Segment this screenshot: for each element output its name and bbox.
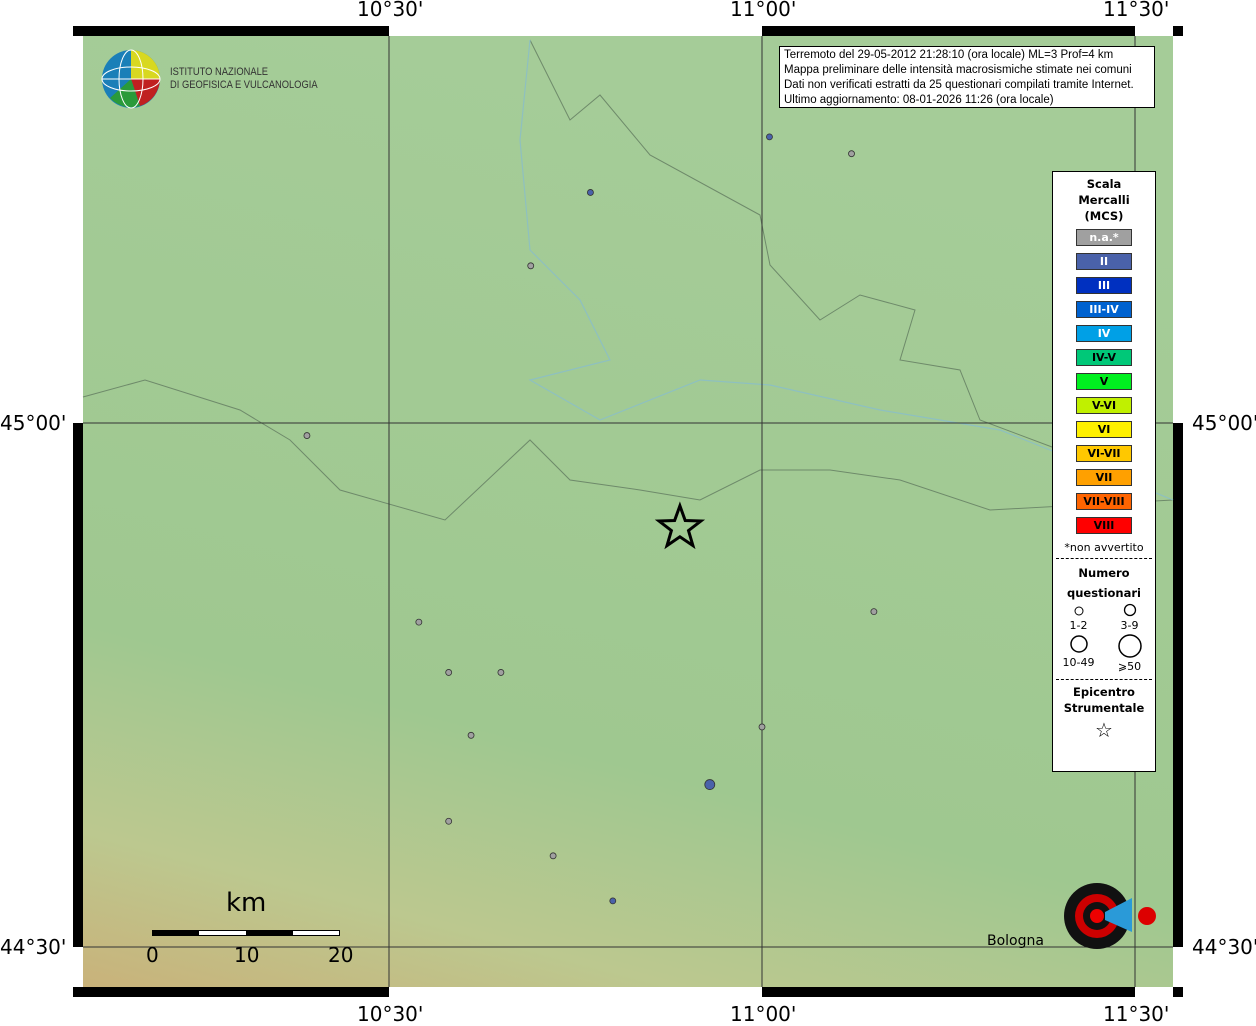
observation-point[interactable]: [870, 608, 878, 616]
observation-points: [303, 133, 878, 905]
mcs-legend: Scala Mercalli (MCS) n.a.* II III III-IV IV I…: [1052, 171, 1156, 772]
mcs-class-swatch: II: [1076, 253, 1132, 270]
circle-small-icon: [1074, 606, 1083, 616]
mcs-class-swatch: n.a.*: [1076, 229, 1132, 246]
observation-point[interactable]: [415, 618, 423, 626]
globe-icon: [101, 49, 161, 109]
legend-note: *non avvertito: [1064, 541, 1144, 554]
lon-tick-bottom: 11°30': [1103, 1002, 1170, 1026]
epicenter-title: Strumentale: [1063, 701, 1145, 715]
ingv-line2: DI GEOFISICA E VULCANOLOGIA: [170, 79, 318, 91]
observation-point[interactable]: [766, 133, 773, 141]
circle-large-icon: [1069, 635, 1088, 653]
lon-tick-top: 11°00': [730, 0, 797, 21]
mcs-class-swatch: V: [1076, 373, 1132, 390]
mcs-class-swatch: III-IV: [1076, 301, 1132, 318]
event-info-box: Terremoto del 29-05-2012 21:28:10 (ora l…: [779, 46, 1155, 108]
observation-point[interactable]: [758, 723, 766, 731]
lat-tick-right: 44°30': [1192, 935, 1256, 959]
observation-point[interactable]: [587, 189, 594, 196]
data-note: Dati non verificati estratti da 25 quest…: [784, 79, 1134, 91]
legend-title: (MCS): [1084, 209, 1124, 223]
mcs-class-swatch: VII-VIII: [1076, 493, 1132, 510]
observation-point[interactable]: [549, 852, 557, 860]
count-title: Numero: [1078, 566, 1130, 580]
observation-point[interactable]: [848, 150, 855, 158]
lon-tick-bottom: 10°30': [357, 1002, 424, 1026]
scale-tick: 0: [146, 943, 159, 967]
circle-xlarge-icon: [1117, 634, 1142, 658]
count-label: 3-9: [1120, 619, 1139, 632]
map-description: Mappa preliminare delle intensità macros…: [784, 64, 1132, 76]
scale-unit: km: [226, 888, 267, 918]
scale-bar: [152, 930, 340, 936]
observation-point[interactable]: [303, 432, 311, 439]
circle-medium-icon: [1123, 603, 1136, 617]
legend-title: Scala: [1086, 177, 1122, 191]
hsit-logo-icon: [1064, 883, 1156, 949]
mcs-class-swatch: VIII: [1076, 517, 1132, 534]
count-label: 10-49: [1062, 656, 1095, 669]
river: [519, 39, 1174, 501]
lon-tick-top: 10°30': [357, 0, 424, 21]
observation-point[interactable]: [704, 779, 716, 790]
epicenter-title: Epicentro: [1073, 685, 1135, 699]
star-icon: ☆: [1095, 718, 1113, 742]
observation-point[interactable]: [467, 731, 475, 739]
lat-tick-left: 45°00': [0, 411, 67, 435]
count-label: ⩾50: [1117, 660, 1142, 673]
place-label: Bologna: [987, 933, 1044, 949]
last-update: Ultimo aggiornamento: 08-01-2026 11:26 (…: [784, 94, 1054, 106]
lon-tick-top: 11°30': [1103, 0, 1170, 21]
observation-point[interactable]: [609, 897, 617, 905]
observation-point[interactable]: [445, 817, 453, 825]
ingv-logo: ISTITUTO NAZIONALE DI GEOFISICA E VULCANO…: [100, 48, 344, 110]
scale-tick: 20: [328, 943, 354, 967]
epicenter-star-icon: [654, 501, 706, 550]
mcs-class-swatch: VI: [1076, 421, 1132, 438]
count-title: questionari: [1067, 586, 1141, 600]
observation-point[interactable]: [445, 669, 453, 676]
mcs-class-swatch: VI-VII: [1076, 445, 1132, 462]
terrain: [83, 36, 1173, 987]
observation-point[interactable]: [527, 262, 535, 270]
mcs-classes: n.a.* II III III-IV IV IV-V V V-VI VI VI-VII VII VI…: [1053, 229, 1155, 534]
lat-tick-left: 44°30': [0, 935, 67, 959]
ingv-line1: ISTITUTO NAZIONALE: [170, 66, 269, 78]
mcs-class-swatch: III: [1076, 277, 1132, 294]
lon-tick-bottom: 11°00': [730, 1002, 797, 1026]
observation-point[interactable]: [497, 669, 505, 676]
legend-title: Mercalli: [1078, 193, 1130, 207]
event-line: Terremoto del 29-05-2012 21:28:10 (ora l…: [784, 49, 1114, 61]
lat-tick-right: 45°00': [1192, 411, 1256, 435]
count-label: 1-2: [1069, 619, 1088, 632]
mcs-class-swatch: V-VI: [1076, 397, 1132, 414]
scale-tick: 10: [234, 943, 260, 967]
mcs-class-swatch: IV: [1076, 325, 1132, 342]
mcs-class-swatch: VII: [1076, 469, 1132, 486]
border-line: [82, 379, 1174, 521]
mcs-class-swatch: IV-V: [1076, 349, 1132, 366]
